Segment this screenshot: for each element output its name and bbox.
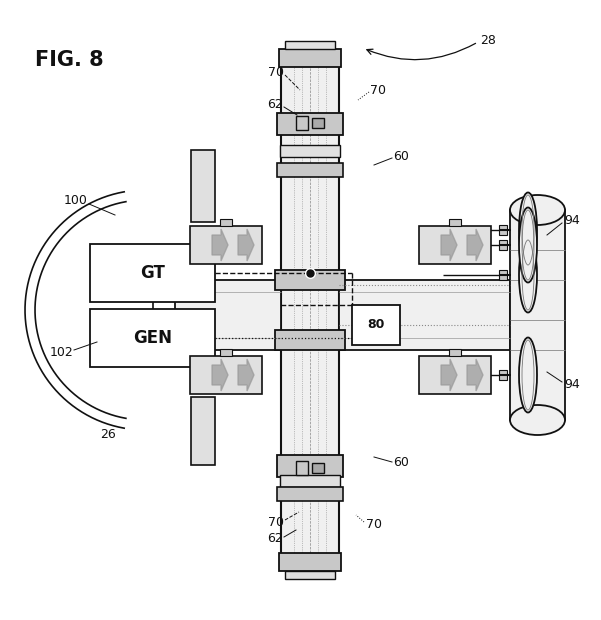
Bar: [352, 305, 400, 345]
Bar: [419, 226, 491, 264]
Text: 70: 70: [366, 518, 382, 531]
Text: 94: 94: [564, 213, 580, 226]
Polygon shape: [467, 229, 483, 261]
Bar: [296, 116, 308, 130]
Bar: [296, 461, 308, 475]
Bar: [499, 240, 507, 250]
Text: 70: 70: [268, 515, 284, 528]
Bar: [275, 330, 345, 350]
Text: 60: 60: [393, 456, 409, 469]
Polygon shape: [441, 359, 457, 391]
Bar: [285, 41, 335, 49]
Text: GT: GT: [141, 264, 165, 282]
Bar: [499, 270, 507, 280]
Bar: [419, 356, 491, 394]
Bar: [279, 553, 341, 571]
Bar: [280, 145, 340, 157]
Bar: [281, 55, 339, 565]
Bar: [220, 219, 232, 226]
Bar: [510, 210, 565, 420]
Bar: [339, 280, 510, 350]
Bar: [191, 150, 215, 222]
Bar: [275, 270, 345, 290]
Text: 80: 80: [367, 319, 385, 332]
Bar: [449, 219, 461, 226]
Bar: [190, 226, 262, 264]
Bar: [90, 244, 215, 302]
Ellipse shape: [510, 405, 565, 435]
Text: 62: 62: [267, 531, 283, 544]
Bar: [277, 163, 343, 177]
Polygon shape: [238, 229, 254, 261]
Text: 70: 70: [370, 84, 386, 97]
Bar: [280, 475, 340, 487]
Text: FIG. 8: FIG. 8: [35, 50, 103, 70]
Bar: [90, 309, 215, 367]
Text: 60: 60: [393, 151, 409, 164]
Ellipse shape: [519, 337, 537, 412]
Polygon shape: [238, 359, 254, 391]
Bar: [499, 225, 507, 235]
Text: 70: 70: [268, 66, 284, 79]
Text: 62: 62: [267, 99, 283, 112]
Bar: [220, 349, 232, 356]
Text: GEN: GEN: [133, 329, 172, 347]
Polygon shape: [467, 359, 483, 391]
Bar: [279, 49, 341, 67]
Ellipse shape: [519, 192, 537, 267]
Text: 26: 26: [100, 428, 116, 441]
Polygon shape: [441, 229, 457, 261]
Bar: [175, 280, 281, 350]
Bar: [190, 356, 262, 394]
Bar: [312, 118, 324, 128]
Bar: [191, 397, 215, 465]
Ellipse shape: [510, 195, 565, 225]
Bar: [449, 349, 461, 356]
Bar: [277, 455, 343, 477]
Bar: [277, 113, 343, 135]
Bar: [285, 571, 335, 579]
Text: 100: 100: [64, 193, 88, 206]
Text: 28: 28: [480, 35, 496, 48]
Bar: [312, 463, 324, 473]
Bar: [277, 487, 343, 501]
Bar: [499, 370, 507, 380]
Polygon shape: [212, 359, 228, 391]
Polygon shape: [212, 229, 228, 261]
Ellipse shape: [519, 208, 537, 283]
Text: 102: 102: [49, 345, 73, 358]
Ellipse shape: [519, 237, 537, 312]
Text: 94: 94: [564, 378, 580, 391]
